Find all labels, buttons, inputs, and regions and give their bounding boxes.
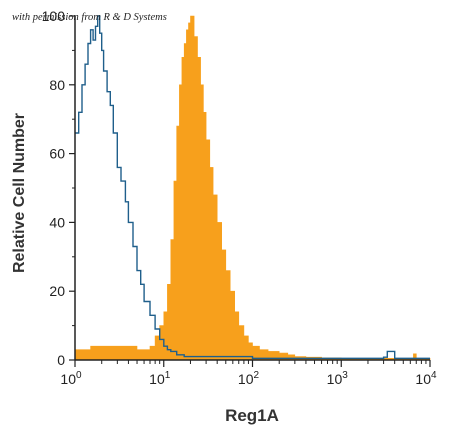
permission-watermark: with permission from R & D Systems (12, 12, 167, 23)
y-tick-label: 40 (49, 214, 65, 230)
y-axis-label: Relative Cell Number (11, 113, 28, 273)
x-tick-label-exponent: 0 (76, 370, 82, 381)
x-tick-label-exponent: 3 (342, 370, 348, 381)
histogram-filled-series-0 (74, 15, 431, 361)
x-tick-label: 104 (415, 370, 437, 387)
x-tick-label: 101 (149, 370, 171, 387)
y-tick-label: 100 (42, 8, 66, 24)
axes-layer (74, 16, 430, 361)
x-tick-label: 100 (60, 370, 82, 387)
series-layer (74, 15, 431, 361)
x-tick-label: 102 (238, 370, 260, 387)
y-tick-label: 60 (49, 146, 65, 162)
x-tick-label-exponent: 2 (254, 370, 260, 381)
y-tick-label: 0 (57, 352, 65, 368)
histogram-outline-series-1 (75, 15, 430, 359)
x-tick-label: 103 (327, 370, 349, 387)
x-tick-label-exponent: 4 (431, 370, 437, 381)
x-tick-label-exponent: 1 (165, 370, 171, 381)
y-tick-label: 20 (49, 283, 65, 299)
x-axis-label: Reg1A (225, 406, 279, 425)
y-tick-label: 80 (49, 77, 65, 93)
